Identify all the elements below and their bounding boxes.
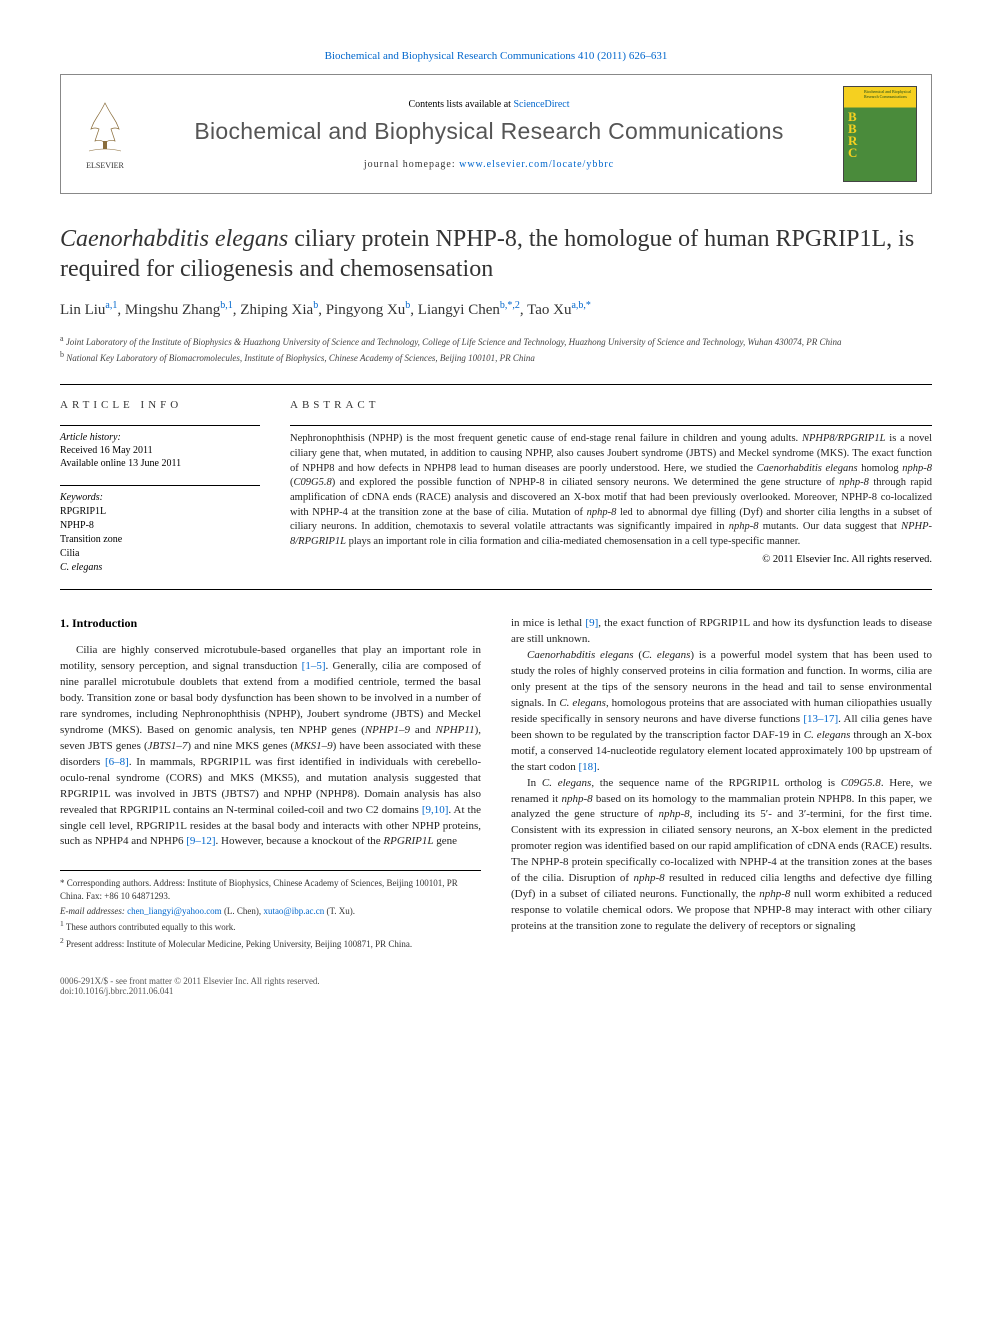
author-2: Zhiping Xiab — [240, 302, 318, 318]
footer-doi: doi:10.1016/j.bbrc.2011.06.041 — [60, 986, 320, 996]
right-body-column: in mice is lethal [9], the exact functio… — [511, 616, 932, 952]
elsevier-logo: ELSEVIER — [75, 99, 135, 170]
author-3: Pingyong Xub — [326, 302, 411, 318]
intro-heading: 1. Introduction — [60, 616, 481, 631]
ref-9-12[interactable]: [9–12] — [186, 835, 215, 847]
keyword-0: RPGRIP1L — [60, 505, 260, 519]
journal-header-box: ELSEVIER Contents lists available at Sci… — [60, 74, 932, 194]
footer-front-matter: 0006-291X/$ - see front matter © 2011 El… — [60, 976, 320, 986]
journal-homepage-line: journal homepage: www.elsevier.com/locat… — [155, 159, 823, 170]
intro-para-1: Cilia are highly conserved microtubule-b… — [60, 643, 481, 850]
page-footer: 0006-291X/$ - see front matter © 2011 El… — [60, 976, 932, 996]
elsevier-tree-icon — [81, 99, 129, 155]
fn-present-address: 2 Present address: Institute of Molecula… — [60, 936, 481, 951]
journal-ref-top: Biochemical and Biophysical Research Com… — [60, 50, 932, 62]
elsevier-brand-text: ELSEVIER — [75, 161, 135, 170]
affiliations: a Joint Laboratory of the Institute of B… — [60, 333, 932, 364]
email-link-2[interactable]: xutao@ibp.ac.cn — [263, 906, 324, 916]
received-date: Received 16 May 2011 — [60, 445, 260, 456]
contents-prefix: Contents lists available at — [408, 99, 513, 110]
journal-name: Biochemical and Biophysical Research Com… — [155, 118, 823, 145]
journal-ref-link[interactable]: Biochemical and Biophysical Research Com… — [325, 50, 668, 62]
abstract-col: ABSTRACT Nephronophthisis (NPHP) is the … — [290, 399, 932, 575]
ref-1-5[interactable]: [1–5] — [302, 660, 326, 672]
abstract-copyright: © 2011 Elsevier Inc. All rights reserved… — [290, 554, 932, 565]
keyword-3: Cilia — [60, 547, 260, 561]
journal-cover-thumb: Biochemical and Biophysical Research Com… — [843, 86, 917, 182]
author-0: Lin Liua,1 — [60, 302, 117, 318]
info-divider-1 — [60, 425, 260, 426]
email-link-1[interactable]: chen_liangyi@yahoo.com — [127, 906, 222, 916]
ref-18[interactable]: [18] — [579, 761, 597, 773]
homepage-link[interactable]: www.elsevier.com/locate/ybbrc — [459, 159, 614, 170]
author-4: Liangyi Chenb,*,2 — [418, 302, 520, 318]
intro-para-2: in mice is lethal [9], the exact functio… — [511, 616, 932, 648]
article-info-col: ARTICLE INFO Article history: Received 1… — [60, 399, 260, 575]
author-list: Lin Liua,1, Mingshu Zhangb,1, Zhiping Xi… — [60, 300, 932, 319]
homepage-prefix: journal homepage: — [364, 159, 459, 170]
keywords-label: Keywords: — [60, 492, 260, 503]
cover-bbrc-letters: B B R C — [848, 111, 857, 159]
fn-equal-contrib: 1 These authors contributed equally to t… — [60, 919, 481, 934]
abstract-head: ABSTRACT — [290, 399, 932, 411]
contents-list-line: Contents lists available at ScienceDirec… — [155, 99, 823, 110]
sciencedirect-link[interactable]: ScienceDirect — [513, 99, 569, 110]
footnotes-block: * Corresponding authors. Address: Instit… — [60, 870, 481, 950]
online-date: Available online 13 June 2011 — [60, 458, 260, 469]
ref-9[interactable]: [9] — [585, 617, 598, 629]
fn-emails: E-mail addresses: chen_liangyi@yahoo.com… — [60, 905, 481, 918]
article-title: Caenorhabditis elegans ciliary protein N… — [60, 224, 932, 284]
keyword-1: NPHP-8 — [60, 519, 260, 533]
title-italic-1: Caenorhabditis elegans — [60, 226, 288, 252]
keyword-2: Transition zone — [60, 533, 260, 547]
intro-para-3: Caenorhabditis elegans (C. elegans) is a… — [511, 648, 932, 776]
keyword-4: C. elegans — [60, 561, 260, 575]
intro-para-4: In C. elegans, the sequence name of the … — [511, 776, 932, 935]
abstract-divider — [290, 425, 932, 426]
abstract-text: Nephronophthisis (NPHP) is the most freq… — [290, 432, 932, 550]
left-body-column: 1. Introduction Cilia are highly conserv… — [60, 616, 481, 952]
cover-tiny-text: Biochemical and Biophysical Research Com… — [864, 89, 914, 99]
affiliation-a: a Joint Laboratory of the Institute of B… — [60, 333, 932, 349]
author-1: Mingshu Zhangb,1 — [125, 302, 233, 318]
author-5: Tao Xua,b,* — [527, 302, 591, 318]
history-label: Article history: — [60, 432, 260, 443]
affiliation-b: b National Key Laboratory of Biomacromol… — [60, 349, 932, 365]
article-info-head: ARTICLE INFO — [60, 399, 260, 411]
ref-6-8[interactable]: [6–8] — [105, 756, 129, 768]
ref-9-10[interactable]: [9,10] — [422, 804, 449, 816]
info-divider-2 — [60, 485, 260, 486]
fn-corresponding: * Corresponding authors. Address: Instit… — [60, 877, 481, 902]
ref-13-17[interactable]: [13–17] — [803, 713, 838, 725]
